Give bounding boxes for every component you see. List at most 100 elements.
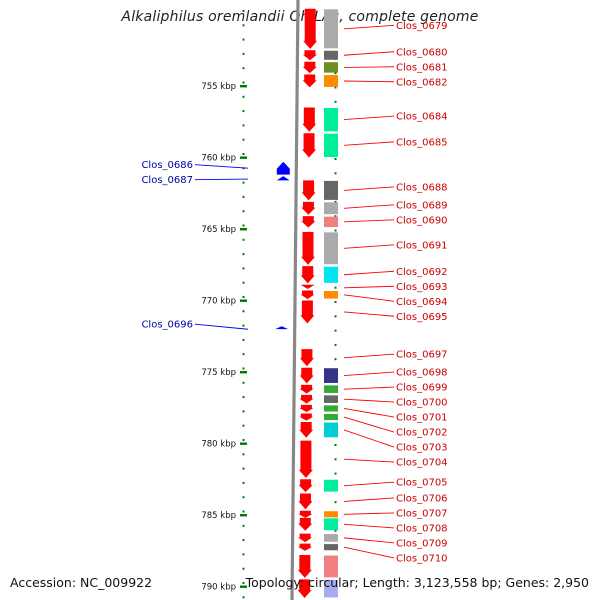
- cog-category-box: [324, 479, 338, 492]
- gene-label-leader: [194, 323, 249, 330]
- scale-dot-right: [334, 329, 337, 332]
- scale-dot-right: [334, 472, 337, 475]
- gene-label-leader: [343, 244, 395, 249]
- scale-dot-right: [334, 86, 337, 89]
- scale-tick-mark: [240, 442, 247, 445]
- genome-summary-text: Topology: circular; Length: 3,123,558 bp…: [245, 575, 589, 590]
- gene-label-leader: [343, 546, 395, 559]
- scale-dot-left: [242, 467, 245, 470]
- cog-category-box: [324, 216, 338, 228]
- gene-label-leader: [343, 204, 395, 209]
- accession-text: Accession: NC_009922: [10, 575, 153, 590]
- scale-tick-label: 765 kbp: [201, 225, 236, 235]
- cog-category-box: [324, 50, 338, 60]
- scale-tick-label: 780 kbp: [201, 440, 236, 450]
- scale-dot-left: [242, 238, 245, 241]
- cog-category-box: [324, 9, 338, 49]
- forward-gene-arrow: [298, 543, 313, 551]
- gene-label: Clos_0706: [396, 493, 448, 504]
- scale-tick-mark: [240, 228, 247, 231]
- reverse-gene-arrow: [275, 326, 289, 330]
- scale-dot-left: [242, 195, 245, 198]
- gene-label-leader: [343, 51, 395, 56]
- forward-gene-arrow: [299, 384, 314, 394]
- forward-gene-arrow: [299, 422, 314, 438]
- scale-dot-right: [334, 315, 337, 318]
- cog-category-box: [324, 107, 338, 132]
- scale-dot-left: [242, 338, 245, 341]
- scale-dot-right: [334, 286, 337, 289]
- scale-dot-right: [334, 358, 337, 361]
- scale-dot-left: [242, 439, 245, 441]
- cog-category-box: [324, 518, 338, 531]
- scale-dot-right: [334, 100, 337, 103]
- gene-label: Clos_0691: [396, 240, 448, 251]
- cog-category-box: [324, 62, 338, 73]
- scale-dot-right: [334, 529, 337, 532]
- scale-dot-left: [242, 95, 245, 98]
- cog-category-box: [324, 579, 338, 598]
- gene-label-leader: [343, 429, 395, 448]
- scale-dot-left: [242, 110, 245, 113]
- forward-gene-arrow: [302, 133, 317, 158]
- scale-dot-left: [242, 524, 245, 527]
- gene-label: Clos_0701: [396, 413, 448, 424]
- map-title: Alkaliphilus oremlandii OhILAs, complete…: [121, 9, 479, 25]
- scale-dot-left: [242, 324, 245, 327]
- gene-label: Clos_0687: [141, 175, 193, 186]
- scale-dot-right: [334, 501, 337, 504]
- scale-dot-left: [242, 67, 245, 70]
- scale-tick-mark: [240, 514, 247, 517]
- reverse-gene-arrow: [276, 176, 290, 181]
- scale-dot-left: [242, 539, 245, 542]
- scale-dot-left: [242, 281, 245, 284]
- scale-dot-right: [334, 158, 337, 160]
- scale-tick-label: 790 kbp: [201, 583, 236, 593]
- gene-label-layer: Clos_0679 Clos_0680 Clos_0681 Clos_0682 Clos…: [141, 21, 447, 565]
- gene-label-leader: [343, 115, 395, 121]
- forward-gene-arrow: [301, 180, 316, 201]
- scale-dot-left: [242, 153, 245, 155]
- gene-label: Clos_0703: [396, 443, 448, 454]
- forward-gene-arrow: [298, 479, 313, 493]
- scale-dot-right: [334, 72, 337, 75]
- cog-color-track: [324, 9, 338, 598]
- cog-category-box: [324, 511, 338, 518]
- scale-dot-right: [334, 343, 337, 346]
- scale-dot-left: [242, 453, 245, 456]
- scale-dot-left: [242, 296, 245, 298]
- forward-gene-arrow: [299, 349, 314, 367]
- cog-category-box: [324, 202, 338, 215]
- gene-label-leader: [343, 512, 395, 515]
- scale-tick-label: 755 kbp: [201, 82, 236, 92]
- scale-dot-left: [242, 367, 245, 370]
- scale-tick-mark: [240, 299, 247, 302]
- gene-label: Clos_0692: [396, 267, 448, 278]
- scale-dot-right: [334, 229, 337, 232]
- scale-dot-left: [242, 38, 245, 41]
- gene-label-leader: [194, 164, 249, 169]
- forward-gene-arrow: [299, 394, 314, 404]
- scale-dot-right: [334, 444, 337, 446]
- forward-gene-arrow: [298, 517, 313, 531]
- gene-label: Clos_0680: [396, 47, 448, 58]
- gene-label: Clos_0682: [396, 77, 448, 88]
- scale-dot-left: [242, 496, 245, 499]
- gene-label-leader: [343, 353, 395, 359]
- forward-gene-arrow: [298, 510, 313, 518]
- gene-label: Clos_0688: [396, 182, 448, 193]
- scale-tick-label: 775 kbp: [201, 368, 236, 378]
- gene-label-leader: [343, 481, 395, 487]
- cog-category-box: [324, 266, 338, 283]
- scale-dot-left: [242, 81, 245, 84]
- scale-dot-right: [334, 172, 337, 175]
- scale-tick-mark: [240, 156, 247, 159]
- gene-label-leader: [343, 398, 395, 403]
- scale-dot-left: [242, 253, 245, 256]
- scale-dot-left: [242, 24, 245, 27]
- gene-label: Clos_0700: [396, 398, 448, 409]
- forward-gene-arrow: [299, 367, 314, 384]
- cog-category-box: [324, 133, 338, 157]
- gene-label: Clos_0679: [396, 21, 448, 32]
